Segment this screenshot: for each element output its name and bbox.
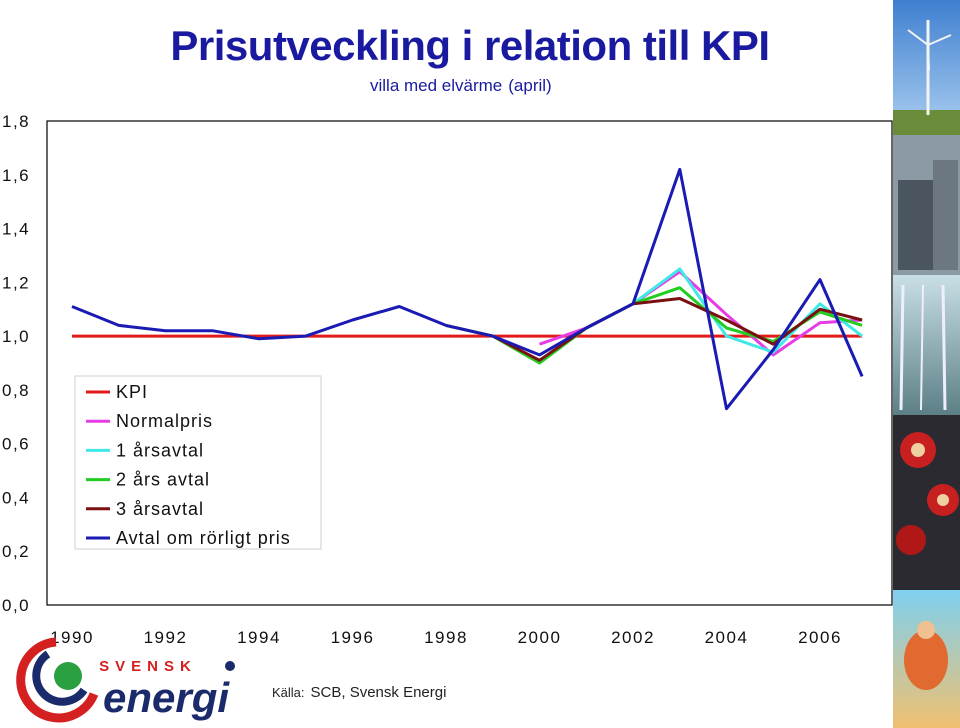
x-tick-label: 1998: [424, 628, 468, 647]
line-chart: 0,00,20,40,60,81,01,21,41,61,8 1990 1992 1…: [2, 112, 893, 647]
svensk-energi-logo: SVENSK energi: [16, 637, 235, 723]
legend-entry: 2 års avtal: [116, 470, 210, 490]
legend-entry: 1 årsavtal: [116, 440, 204, 460]
series-lines: [71, 167, 864, 411]
subtitle-text: villa med elvärme: [370, 76, 503, 95]
x-tick-label: 2000: [518, 628, 562, 647]
subtitle-extra: (april): [508, 76, 552, 95]
legend-entry: KPI: [116, 382, 148, 402]
y-axis-ticks: 0,0 0,2 0,4 0,6 0,8 1,0 1,2 1,4 1,6 1,8: [2, 112, 30, 615]
x-axis-ticks: 1990 1992 1994 1996 1998 2000 2002 2004 2006: [50, 628, 842, 647]
y-tick-label: 1,2: [2, 273, 30, 292]
logo-top-text: SVENSK: [99, 658, 197, 675]
logo-main-text: energi: [103, 674, 230, 721]
y-tick-label: 1,6: [2, 166, 30, 185]
y-tick-label: 0,0: [2, 596, 30, 615]
y-tick-label: 1,8: [2, 112, 30, 131]
y-tick-label: 0,2: [2, 542, 30, 561]
legend-box: [74, 375, 322, 550]
y-tick-label: 1,0: [2, 327, 30, 346]
series-line-4: [445, 297, 863, 362]
y-tick-label: 0,6: [2, 435, 30, 454]
legend: KPI Normalpris 1 årsavtal 2 års avtal 3 årsa…: [74, 375, 322, 550]
legend-entry: Avtal om rörligt pris: [116, 528, 291, 548]
x-tick-label: 1994: [237, 628, 281, 647]
plot-area: [46, 120, 893, 606]
decorative-photo-strip: [893, 0, 960, 728]
chart-subtitle: villa med elvärme (april): [370, 76, 552, 96]
x-tick-label: 1990: [50, 628, 94, 647]
x-tick-label: 1992: [144, 628, 188, 647]
y-tick-label: 0,8: [2, 381, 30, 400]
x-tick-label: 2002: [611, 628, 655, 647]
y-tick-label: 1,4: [2, 220, 30, 239]
series-line-5: [71, 167, 864, 411]
x-tick-label: 1996: [331, 628, 375, 647]
chart-title: Prisutveckling i relation till KPI: [170, 22, 770, 69]
x-tick-label: 2006: [798, 628, 842, 647]
source-note: Källa: SCB, Svensk Energi: [272, 684, 446, 701]
source-text: SCB, Svensk Energi: [310, 684, 447, 701]
legend-entry: 3 årsavtal: [116, 499, 204, 519]
source-label: Källa:: [272, 685, 305, 700]
legend-entry: Normalpris: [116, 411, 213, 431]
x-tick-label: 2004: [705, 628, 749, 647]
y-tick-label: 0,4: [2, 488, 30, 507]
